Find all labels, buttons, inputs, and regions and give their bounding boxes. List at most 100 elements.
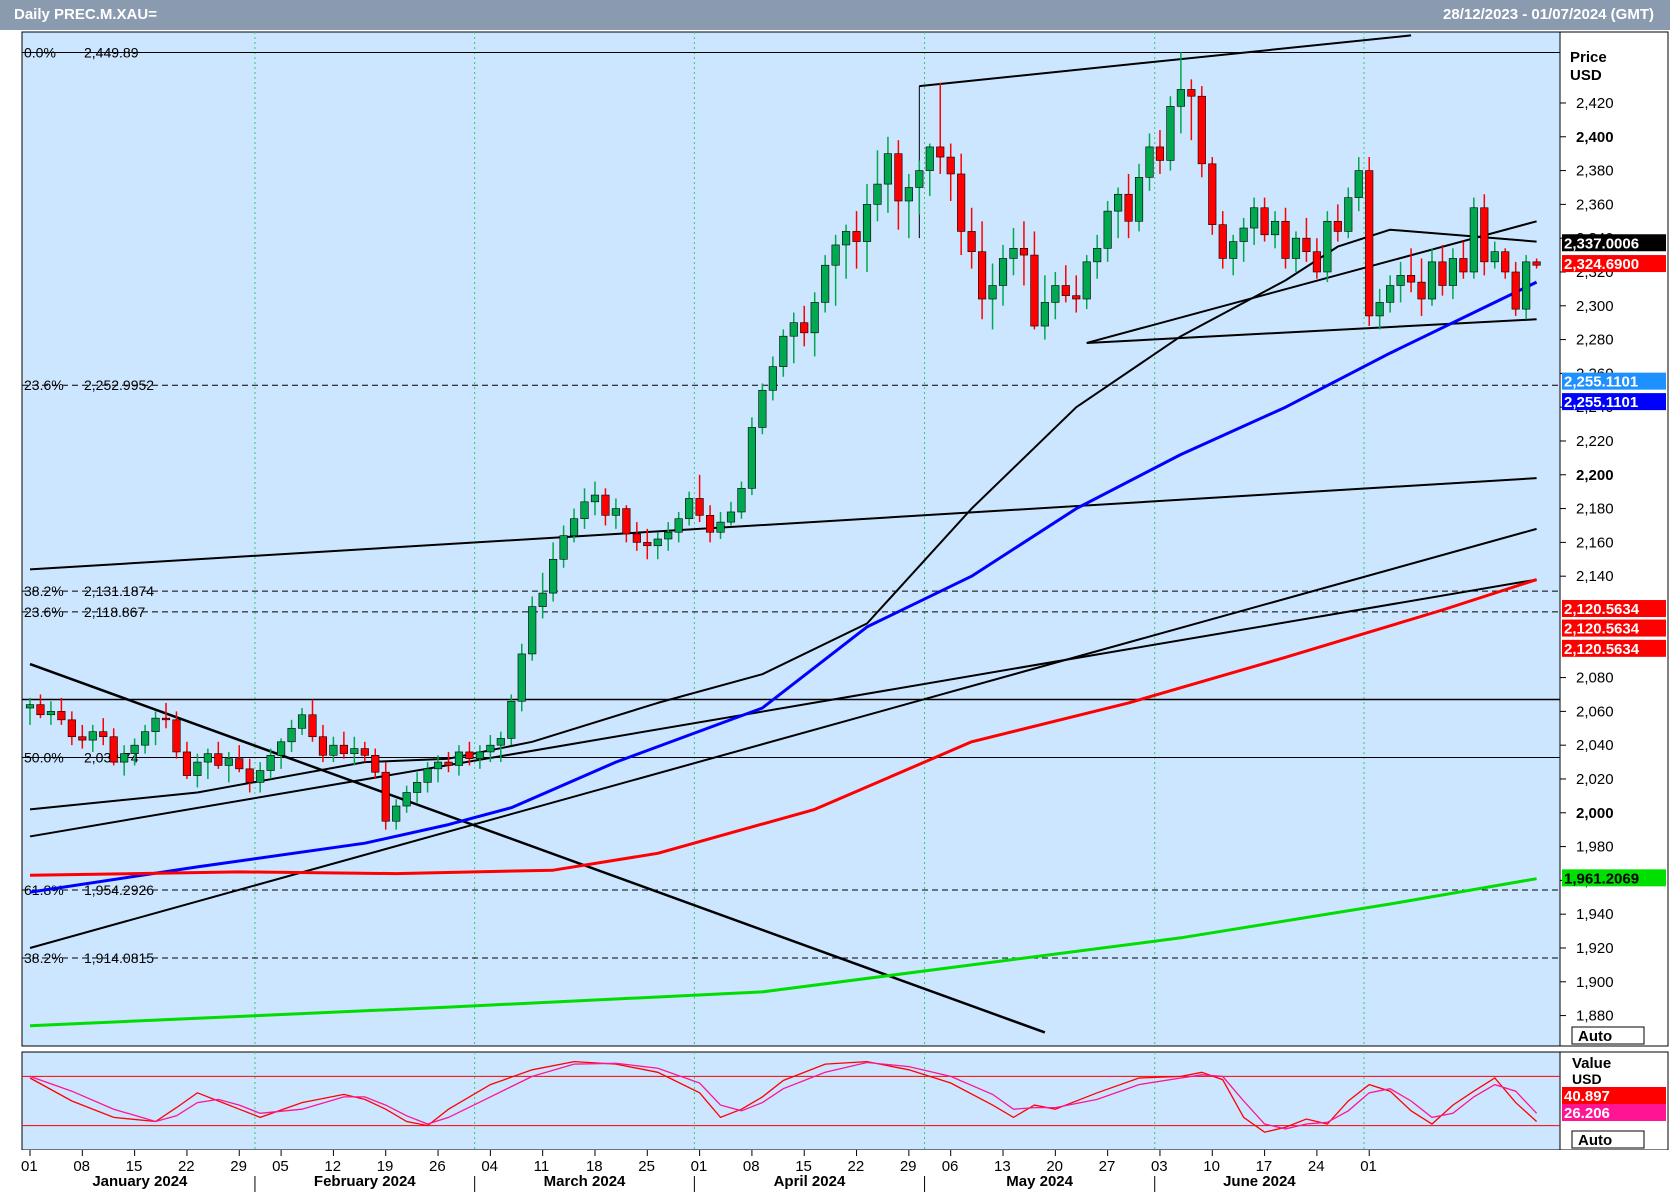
candle-body [580, 501, 589, 520]
candle-body [862, 204, 872, 242]
candle-body [726, 511, 736, 523]
candle-body [203, 753, 212, 763]
osc-auto-label: Auto [1578, 1132, 1612, 1149]
fib-level-value: 2,252.9952 [84, 377, 154, 393]
day-label: 08 [73, 1158, 90, 1175]
candle-body [1082, 261, 1091, 300]
candle-body [925, 146, 934, 171]
candle-body [507, 700, 516, 739]
candle-body [716, 521, 725, 533]
price-tick-label: 2,200 [1576, 467, 1614, 484]
candle-body [350, 748, 359, 754]
price-tag-label: 2,255.1101 [1564, 394, 1638, 411]
candle-body [1176, 89, 1185, 107]
candle-body [1072, 295, 1081, 300]
candle-body [1155, 146, 1165, 161]
candle-body [821, 264, 830, 303]
candle-body [852, 231, 861, 242]
day-label: 29 [230, 1158, 247, 1175]
day-label: 01 [1360, 1158, 1377, 1175]
fib-level-value: 2,118.867 [84, 604, 145, 620]
trendline [29, 527, 1537, 949]
candle-body [1051, 285, 1060, 303]
candle-body [559, 535, 568, 560]
candle-body [235, 758, 244, 770]
price-tick-label: 2,000 [1576, 805, 1614, 822]
candle-body [653, 538, 662, 547]
month-label: June 2024 [1223, 1173, 1296, 1190]
candle-body [528, 606, 537, 655]
candle-body [36, 704, 45, 716]
price-tag-label: 2,120.5634 [1564, 601, 1640, 618]
price-tick-label: 2,300 [1576, 298, 1614, 315]
day-label: 26 [429, 1158, 446, 1175]
instrument-title: Daily PREC.M.XAU= [14, 6, 157, 23]
candle-body [1323, 220, 1332, 273]
price-tick-label: 1,880 [1576, 1008, 1614, 1025]
candle-body [1312, 251, 1321, 273]
candle-body [193, 761, 202, 776]
candle-body [789, 322, 798, 337]
price-tag [1562, 255, 1666, 273]
candle-body [1134, 177, 1144, 222]
value-tag-label: 40.897 [1564, 1088, 1610, 1105]
price-tick-label: 2,400 [1576, 129, 1614, 146]
candle-body [256, 770, 265, 783]
price-tag [1562, 393, 1666, 411]
candle-body [1365, 170, 1374, 317]
trendline [1086, 220, 1537, 344]
candle-body [287, 727, 296, 743]
candle-body [569, 518, 579, 536]
candle-body [517, 653, 526, 702]
price-tick-label: 2,080 [1576, 670, 1614, 687]
price-tick-label: 2,140 [1576, 568, 1614, 585]
candle-body [747, 427, 756, 489]
fib-level-value: 1,954.2926 [84, 882, 154, 898]
trendline [29, 662, 1046, 1034]
price-axis-title: Price [1570, 49, 1607, 66]
candle-body [496, 738, 505, 746]
price-tick-label: 2,380 [1576, 163, 1614, 180]
candle-body [413, 782, 422, 793]
price-tag-label: 2,324.6900 [1564, 256, 1639, 273]
candle-body [475, 751, 484, 760]
price-tick-label: 1,980 [1576, 839, 1614, 856]
candle-body [120, 753, 129, 763]
oscillator-plot-area [21, 1051, 1561, 1151]
candle-body [1522, 261, 1531, 310]
candle-body [339, 744, 348, 754]
candle-body [381, 771, 390, 822]
day-label: 25 [638, 1158, 655, 1175]
candle-body [465, 751, 474, 760]
trendline [29, 477, 1537, 571]
candle-body [768, 366, 777, 391]
price-tag-label: 1,961.2069 [1564, 870, 1639, 887]
candle-body [245, 768, 254, 783]
auto-scale-button [1571, 1026, 1645, 1045]
auto-scale-label: Auto [1578, 1028, 1612, 1045]
candle-body [967, 231, 976, 252]
candle-body [779, 335, 788, 367]
candle-body [800, 322, 809, 334]
month-label: April 2024 [774, 1173, 846, 1190]
candle-body [810, 302, 819, 334]
month-label: May 2024 [1006, 1173, 1073, 1190]
candle-body [1250, 207, 1259, 229]
fib-level-label: 38.2% [24, 950, 64, 966]
fib-level-label: 23.6% [24, 604, 64, 620]
candle-body [67, 719, 76, 738]
fib-level-value: 2,449.89 [84, 44, 139, 60]
price-tag [1562, 600, 1666, 618]
price-tag-label: 2,255.1101 [1564, 374, 1638, 391]
day-label: 29 [900, 1158, 917, 1175]
candle-body [1040, 302, 1049, 327]
candle-body [873, 183, 882, 205]
day-label: 19 [377, 1158, 394, 1175]
day-label: 15 [126, 1158, 143, 1175]
candle-body [308, 714, 317, 738]
day-label: 24 [1308, 1158, 1325, 1175]
month-label: March 2024 [544, 1173, 626, 1190]
price-tag-label: 2,120.5634 [1564, 621, 1640, 638]
candle-body [1270, 220, 1280, 236]
